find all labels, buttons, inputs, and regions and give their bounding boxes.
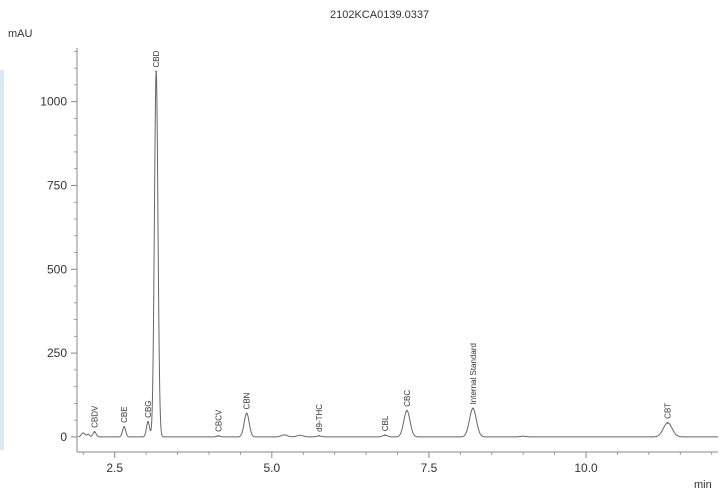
y-axis-unit-label: mAU: [8, 28, 33, 40]
peak-label: CBDV: [91, 405, 100, 428]
peak-labels-layer: CBDV CBE CBG CBD CBCV CBN d9-THC CBL CBC Internal…: [91, 50, 673, 437]
peak-label: CBL: [381, 415, 390, 431]
peak-apex-marker: [217, 435, 220, 437]
peak-label: CBD: [152, 50, 161, 67]
peak-label: Internal Standard: [469, 343, 478, 404]
y-tick-label: 0: [60, 430, 67, 444]
x-axis-unit-label: min: [694, 479, 712, 491]
peak-label: CBCV: [214, 409, 223, 432]
peak-apex-marker: [472, 407, 474, 410]
peak-apex-marker: [245, 412, 248, 415]
x-tick-label: 2.5: [106, 461, 123, 475]
peak-apex-marker: [666, 421, 669, 424]
peak-label: CBC: [403, 390, 412, 407]
peak-apex-marker: [155, 70, 158, 73]
peak-apex-marker: [93, 430, 96, 433]
left-edge-accent: [0, 70, 4, 450]
peak-apex-marker: [147, 420, 149, 423]
peak-label: d9-THC: [315, 404, 324, 432]
peak-label: CBG: [144, 400, 153, 417]
y-tick-label: 500: [47, 262, 67, 276]
chromatogram-trace: [78, 70, 718, 438]
x-tick-label: 5.0: [263, 461, 280, 475]
x-tick-label: 7.5: [421, 461, 438, 475]
peak-apex-marker: [384, 434, 386, 437]
x-tick-label: 10.0: [574, 461, 598, 475]
peak-apex-marker: [318, 435, 320, 437]
trace-layer: [78, 70, 718, 438]
peak-label: CBT: [664, 403, 673, 419]
y-tick-label: 1000: [40, 95, 67, 109]
axes-layer: 0 250 500 750 1000 2.5 5.0 7.5 10.0: [40, 48, 718, 475]
y-tick-label: 750: [47, 178, 67, 192]
y-tick-label: 250: [47, 346, 67, 360]
peak-apex-marker: [123, 425, 126, 428]
chart-title: 2102KCA0139.0337: [330, 9, 429, 21]
peak-label: CBN: [243, 392, 252, 409]
peak-label: CBE: [120, 406, 129, 422]
peak-apex-marker: [406, 409, 408, 412]
